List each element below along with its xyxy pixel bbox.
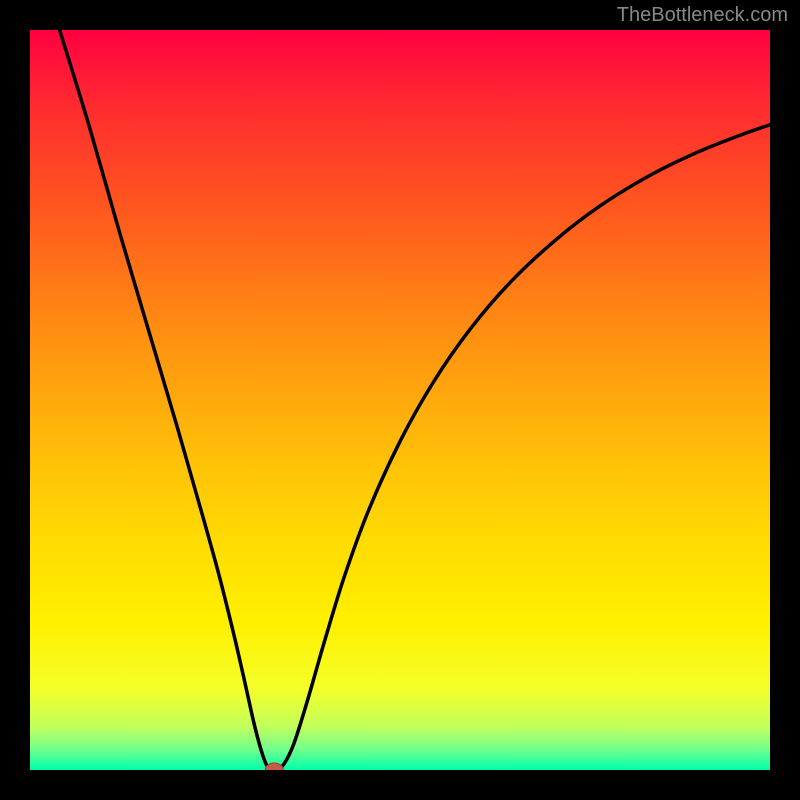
chart-background	[30, 30, 770, 770]
watermark-text: TheBottleneck.com	[617, 4, 788, 27]
chart-plot-area	[30, 30, 770, 770]
chart-svg	[30, 30, 770, 770]
